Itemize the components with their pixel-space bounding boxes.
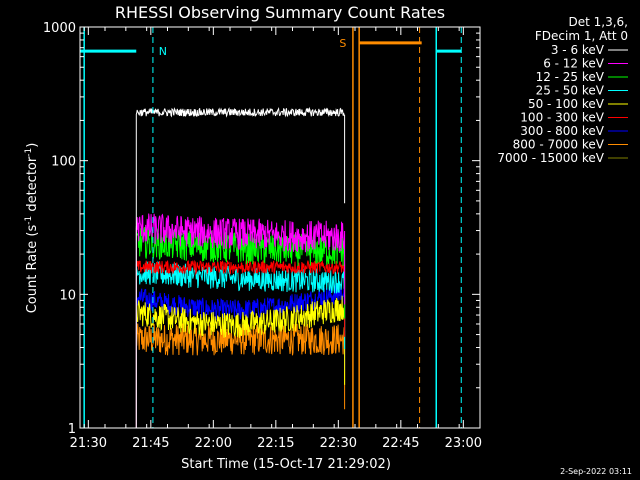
legend-header-line-1: Det 1,3,6, bbox=[569, 15, 629, 29]
y-axis-label-start: Count Rate (s bbox=[25, 225, 40, 314]
x-tick-label: 21:45 bbox=[132, 436, 169, 451]
y-axis-label-end: ) bbox=[25, 143, 40, 148]
legend-label: 300 - 800 keV bbox=[520, 124, 604, 138]
chart-title: RHESSI Observing Summary Count Rates bbox=[115, 3, 445, 22]
legend-label: 100 - 300 keV bbox=[520, 111, 604, 125]
legend-label: 800 - 7000 keV bbox=[513, 138, 605, 152]
series-layer bbox=[135, 106, 346, 428]
y-tick-label: 1000 bbox=[43, 21, 76, 36]
annotation-layer: NS bbox=[80, 27, 462, 428]
x-tick-label: 22:15 bbox=[257, 436, 294, 451]
y-axis-label-mid: detector bbox=[25, 156, 40, 216]
y-axis-label-exp-1: -1 bbox=[24, 216, 34, 225]
legend-label: 50 - 100 keV bbox=[528, 97, 605, 111]
legend-header-line-2: FDecim 1, Att 0 bbox=[535, 29, 628, 43]
legend-label: 7000 - 15000 keV bbox=[497, 151, 604, 165]
x-tick-label: 22:00 bbox=[195, 436, 232, 451]
x-axis: 21:30 21:45 22:00 22:15 22:30 22:45 23:00 bbox=[70, 27, 482, 451]
x-tick-label: 22:30 bbox=[320, 436, 357, 451]
legend-label: 25 - 50 keV bbox=[536, 84, 605, 98]
series-line bbox=[135, 213, 346, 428]
x-tick-label: 22:45 bbox=[382, 436, 419, 451]
legend-label: 12 - 25 keV bbox=[536, 70, 605, 84]
annotation-label: S bbox=[339, 37, 346, 50]
y-tick-label: 1 bbox=[68, 422, 76, 437]
y-axis-label: Count Rate (s-1 detector-1) bbox=[24, 143, 40, 314]
series-line bbox=[135, 295, 346, 428]
legend-label: 3 - 6 keV bbox=[551, 43, 605, 57]
series-line bbox=[135, 283, 346, 428]
series-line bbox=[135, 259, 346, 428]
x-axis-label: Start Time (15-Oct-17 21:29:02) bbox=[181, 457, 391, 472]
series-line bbox=[135, 323, 346, 428]
footer-date: 2-Sep-2022 03:11 bbox=[560, 467, 632, 476]
annotation-label: N bbox=[159, 45, 167, 58]
plot-frame bbox=[79, 26, 481, 429]
legend-label: 6 - 12 keV bbox=[543, 57, 605, 71]
y-axis: 1000 100 10 1 bbox=[43, 21, 480, 437]
y-tick-label: 10 bbox=[59, 288, 76, 303]
x-tick-label: 21:30 bbox=[70, 436, 107, 451]
x-tick-label: 23:00 bbox=[445, 436, 482, 451]
y-axis-label-exp-2: -1 bbox=[24, 148, 34, 157]
y-tick-label: 100 bbox=[51, 155, 76, 170]
series-line bbox=[135, 106, 346, 428]
